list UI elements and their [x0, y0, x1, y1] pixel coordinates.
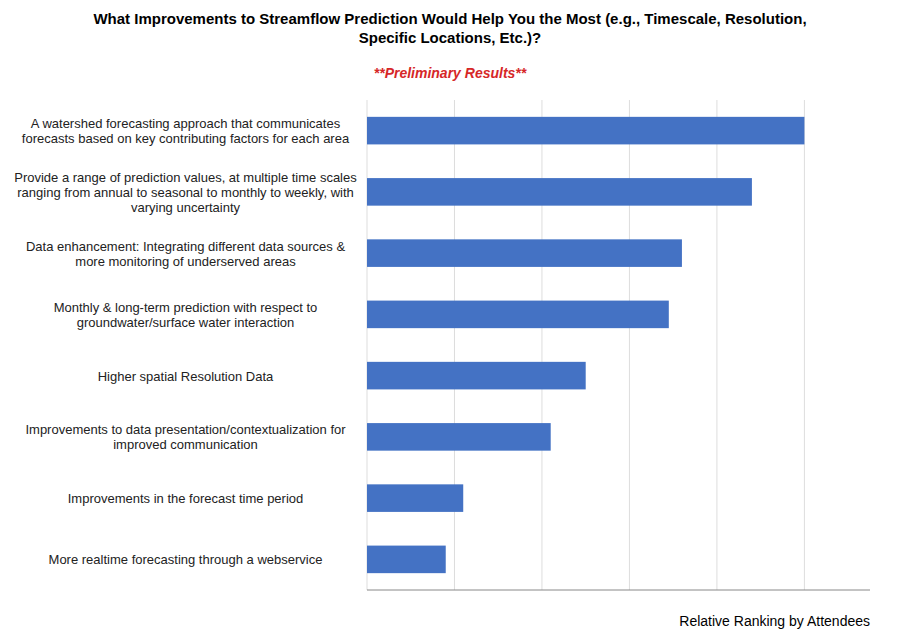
text-line: Improvements in the forecast time period: [68, 491, 304, 506]
text-line: ranging from annual to seasonal to month…: [17, 184, 354, 199]
y-tick-label: Provide a range of prediction values, at…: [14, 169, 357, 214]
bar: [367, 301, 669, 329]
text-line: Monthly & long-term prediction with resp…: [54, 299, 318, 314]
x-axis-line: [367, 590, 870, 591]
text-line: Data enhancement: Integrating different …: [26, 238, 346, 253]
grid-line: [629, 100, 630, 590]
text-line: forecasts based on key contributing fact…: [22, 131, 350, 146]
bar: [367, 239, 682, 267]
y-tick-label: More realtime forecasting through a webs…: [49, 552, 323, 567]
bar: [367, 362, 586, 390]
text-line: Higher spatial Resolution Data: [98, 368, 274, 383]
y-tick-label: Improvements in the forecast time period: [68, 491, 304, 506]
text-line: Provide a range of prediction values, at…: [14, 169, 357, 184]
text-line: more monitoring of underserved areas: [75, 253, 296, 268]
y-tick-label: Data enhancement: Integrating different …: [26, 238, 346, 268]
grid-line: [804, 100, 805, 590]
text-line: groundwater/surface water interaction: [77, 314, 295, 329]
grid-line: [716, 100, 717, 590]
bar: [367, 484, 463, 512]
text-line: A watershed forecasting approach that co…: [31, 116, 341, 131]
text-line: More realtime forecasting through a webs…: [49, 552, 323, 567]
title: What Improvements to Streamflow Predicti…: [93, 10, 806, 46]
bar: [367, 178, 752, 206]
subtitle: **Preliminary Results**: [374, 65, 527, 81]
grid-line: [454, 100, 455, 590]
text-line: What Improvements to Streamflow Predicti…: [93, 10, 806, 27]
y-tick-label: Higher spatial Resolution Data: [98, 368, 274, 383]
x-axis-label: Relative Ranking by Attendees: [679, 613, 870, 629]
bar: [367, 546, 446, 574]
text-line: Improvements to data presentation/contex…: [25, 422, 346, 437]
text-line: Specific Locations, Etc.)?: [359, 29, 542, 46]
y-tick-labels: A watershed forecasting approach that co…: [14, 116, 357, 567]
bar: [367, 117, 804, 145]
text-line: varying uncertainty: [131, 199, 241, 214]
text-line: improved communication: [113, 437, 258, 452]
bars: [367, 117, 804, 573]
y-tick-label: Monthly & long-term prediction with resp…: [54, 299, 318, 329]
grid: [367, 100, 804, 590]
bar: [367, 423, 551, 451]
background: [0, 0, 900, 644]
grid-line: [367, 100, 368, 590]
y-tick-label: Improvements to data presentation/contex…: [25, 422, 346, 452]
chart: What Improvements to Streamflow Predicti…: [0, 0, 900, 644]
grid-line: [541, 100, 542, 590]
y-tick-label: A watershed forecasting approach that co…: [22, 116, 350, 146]
